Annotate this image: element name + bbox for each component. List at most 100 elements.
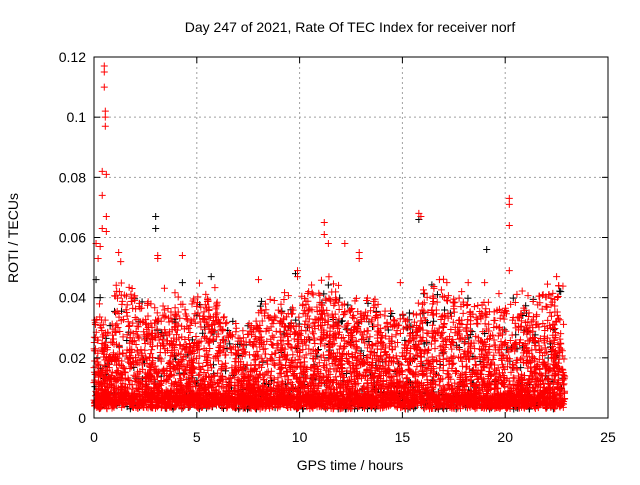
data-point-red: [455, 317, 462, 324]
data-point-red: [96, 300, 103, 307]
data-point-red: [502, 328, 509, 335]
data-point-red: [252, 361, 259, 368]
data-point-red: [450, 299, 457, 306]
data-point-red: [187, 317, 194, 324]
data-point-red: [211, 284, 218, 291]
data-point-red: [172, 312, 179, 319]
data-point-red: [345, 358, 352, 365]
data-point-red: [305, 288, 312, 295]
data-point-red: [544, 281, 551, 288]
data-point-red: [519, 288, 526, 295]
data-point-red: [434, 299, 441, 306]
data-point-red: [325, 273, 332, 280]
data-point-red: [392, 331, 399, 338]
data-point-red: [253, 318, 260, 325]
data-point-red: [171, 289, 178, 296]
data-point-red: [403, 375, 410, 382]
data-point-red: [172, 304, 179, 311]
data-point-red: [443, 279, 450, 286]
data-point-red: [560, 321, 567, 328]
data-point-red: [175, 293, 182, 300]
data-point-red: [109, 339, 116, 346]
data-point-red: [192, 333, 199, 340]
data-point-black: [320, 290, 327, 297]
data-point-red: [436, 382, 443, 389]
data-point-red: [214, 302, 221, 309]
y-axis-label: ROTI / TECUs: [5, 193, 21, 283]
data-point-red: [268, 341, 275, 348]
data-point-red: [301, 358, 308, 365]
data-point-red: [102, 317, 109, 324]
data-point-red: [495, 290, 502, 297]
data-point-red: [129, 285, 136, 292]
data-point-red: [124, 313, 131, 320]
data-point-black: [152, 213, 159, 220]
data-point-red: [161, 314, 168, 321]
data-point-red: [134, 332, 141, 339]
data-point-black: [430, 318, 437, 325]
data-point-red: [420, 286, 427, 293]
data-point-red: [439, 293, 446, 300]
data-point-red: [405, 362, 412, 369]
data-point-red: [186, 329, 193, 336]
data-point-red: [156, 354, 163, 361]
data-point-red: [444, 297, 451, 304]
data-point-red: [335, 282, 342, 289]
data-point-black: [325, 282, 332, 289]
data-point-red: [471, 303, 478, 310]
data-point-black: [152, 225, 159, 232]
data-point-black: [464, 295, 471, 302]
data-point-red: [222, 360, 229, 367]
data-point-red: [375, 301, 382, 308]
data-point-red: [509, 332, 516, 339]
data-point-red: [431, 345, 438, 352]
data-point-red: [458, 288, 465, 295]
data-point-black: [179, 279, 186, 286]
data-point-red: [262, 306, 269, 313]
data-point-red: [485, 299, 492, 306]
data-point-red: [318, 277, 325, 284]
data-point-red: [214, 310, 221, 317]
data-point-red: [196, 280, 203, 287]
data-point-black: [208, 273, 215, 280]
data-point-black: [556, 288, 563, 295]
data-point-red: [556, 336, 563, 343]
data-point-red: [311, 316, 318, 323]
data-point-red: [460, 310, 467, 317]
data-point-red: [467, 327, 474, 334]
data-point-red: [438, 286, 445, 293]
data-point-black: [483, 246, 490, 253]
data-point-red: [501, 309, 508, 316]
data-point-red: [343, 322, 350, 329]
data-point-black: [210, 361, 217, 368]
x-axis-label: GPS time / hours: [297, 457, 404, 473]
data-point-red: [116, 328, 123, 335]
data-point-red: [202, 291, 209, 298]
data-point-red: [126, 284, 133, 291]
data-point-red: [268, 351, 275, 358]
data-point-black: [434, 291, 441, 298]
data-point-red: [549, 290, 556, 297]
data-point-red: [507, 301, 514, 308]
chart-title: Day 247 of 2021, Rate Of TEC Index for r…: [185, 19, 516, 35]
data-point-red: [381, 312, 388, 319]
data-point-red: [160, 342, 167, 349]
data-point-red: [557, 330, 564, 337]
data-point-red: [457, 355, 464, 362]
data-point-red: [330, 280, 337, 287]
data-point-red: [112, 309, 119, 316]
data-point-red: [417, 353, 424, 360]
data-point-black: [406, 309, 413, 316]
data-point-red: [239, 327, 246, 334]
data-point-red: [513, 291, 520, 298]
data-point-red: [309, 289, 316, 296]
data-point-red: [474, 302, 481, 309]
data-point-red: [267, 296, 274, 303]
data-point-red: [134, 323, 141, 330]
data-point-red: [161, 285, 168, 292]
data-point-red: [482, 305, 489, 312]
data-point-red: [415, 300, 422, 307]
data-point-red: [275, 374, 282, 381]
data-point-red: [332, 288, 339, 295]
